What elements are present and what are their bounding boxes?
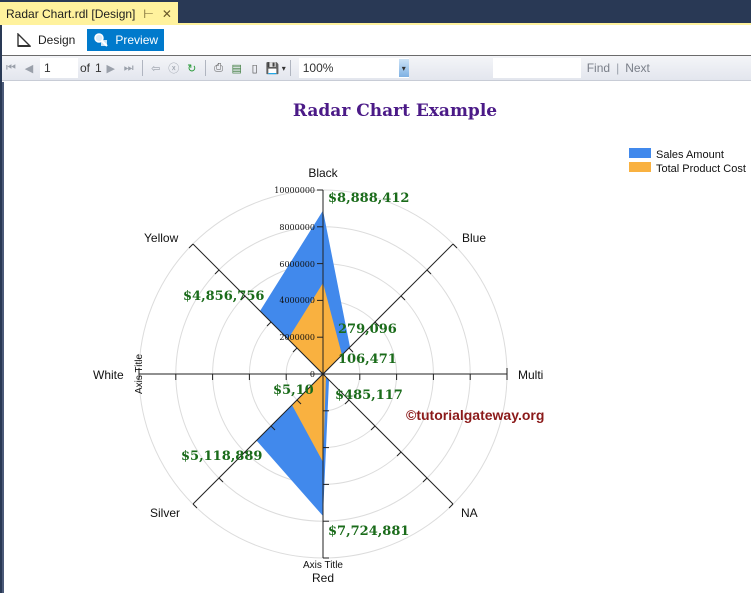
page-setup-icon[interactable]: ▯ — [251, 62, 258, 75]
find-button[interactable]: Find — [586, 61, 611, 75]
next-button[interactable]: Next — [625, 61, 650, 75]
document-tab[interactable]: Radar Chart.rdl [Design] ⊢ ✕ — [0, 2, 178, 23]
category-red: Red — [312, 571, 334, 585]
legend-swatch-sales — [629, 148, 651, 158]
current-page-input[interactable]: 1 — [40, 58, 78, 78]
data-label: $4,856,756 — [183, 289, 264, 304]
watermark: ©tutorialgateway.org — [406, 407, 544, 423]
legend-swatch-cost — [629, 162, 651, 172]
tab-underline — [0, 23, 751, 25]
category-labels: Black Blue Multi NA Red Silver White Yel… — [93, 166, 543, 585]
data-label: $7,724,881 — [328, 524, 409, 539]
data-label: $5,118,889 — [181, 449, 262, 464]
next-page-icon[interactable]: ▶ — [106, 62, 115, 75]
data-label: $5,10 — [273, 383, 314, 398]
legend-label-cost: Total Product Cost — [656, 163, 746, 175]
refresh-icon[interactable]: ↻ — [187, 62, 197, 75]
svg-text:0: 0 — [310, 370, 315, 379]
report-toolbar: ⏮ ◀ 1 of 1 ▶ ⏭ ⇦ ⓧ ↻ ⎙ ▤ ▯ 💾 ▾ 100% ▾ Fi… — [2, 55, 751, 81]
print-icon[interactable]: ⎙ — [214, 61, 224, 74]
data-label: 279,096 — [338, 322, 397, 337]
axis-ticks — [138, 189, 508, 559]
svg-text:8000000: 8000000 — [279, 223, 315, 232]
category-blue: Blue — [462, 231, 486, 245]
svg-text:2000000: 2000000 — [279, 333, 315, 342]
svg-text:4000000: 4000000 — [279, 296, 315, 305]
pin-icon[interactable]: ⊢ — [143, 7, 154, 21]
stop-icon[interactable]: ⓧ — [168, 63, 180, 75]
previous-page-icon[interactable]: ◀ — [24, 62, 34, 75]
data-label: $485,117 — [335, 388, 403, 403]
export-save-icon[interactable]: 💾 — [265, 62, 280, 75]
back-icon[interactable]: ⇦ — [151, 62, 161, 75]
first-page-icon[interactable]: ⏮ — [6, 61, 16, 74]
mode-bar: Design Preview — [2, 25, 751, 54]
category-na: NA — [461, 506, 478, 520]
find-input[interactable] — [492, 58, 581, 78]
close-icon[interactable]: ✕ — [161, 7, 172, 21]
last-page-icon[interactable]: ⏭ — [123, 61, 134, 74]
radar-axes — [139, 190, 507, 558]
chart-title: Radar Chart Example — [293, 101, 497, 121]
svg-text:10000000: 10000000 — [274, 186, 315, 195]
design-ruler-icon — [16, 32, 32, 48]
toolbar-separator — [141, 60, 143, 76]
design-button-label: Design — [38, 32, 76, 47]
axis-title-bottom: Axis Title — [303, 560, 343, 571]
toolbar-separator — [289, 60, 291, 76]
export-dropdown-icon[interactable]: ▾ — [281, 63, 286, 73]
design-button[interactable]: Design — [10, 29, 81, 51]
data-labels: $8,888,412 279,096 106,471 $485,117 $7,7… — [181, 191, 409, 539]
report-canvas: Radar Chart Example Sales Amount Total P… — [2, 82, 751, 593]
page-total: 1 — [95, 61, 102, 75]
data-label: $8,888,412 — [328, 191, 409, 206]
svg-text:6000000: 6000000 — [279, 260, 315, 269]
document-tab-title: Radar Chart.rdl [Design] — [6, 7, 136, 21]
category-white: White — [93, 368, 124, 382]
data-label: 106,471 — [338, 352, 397, 367]
category-silver: Silver — [150, 506, 180, 520]
radar-chart: Radar Chart Example Sales Amount Total P… — [93, 101, 746, 585]
series-total-product-cost — [288, 283, 342, 462]
category-black: Black — [308, 166, 338, 180]
preview-button-label: Preview — [115, 32, 159, 47]
report-designer-window: Design Preview ⏮ ◀ 1 of 1 ▶ ⏭ ⇦ ⓧ ↻ ⎙ ▤ … — [2, 25, 751, 593]
find-separator: | — [616, 61, 620, 75]
radial-tick-labels: 0 2000000 4000000 6000000 8000000 100000… — [274, 186, 315, 379]
print-layout-icon[interactable]: ▤ — [231, 62, 242, 75]
preview-magnifier-icon — [93, 32, 109, 48]
category-multi: Multi — [518, 368, 543, 382]
toolbar-separator — [204, 60, 206, 76]
legend-label-sales: Sales Amount — [656, 149, 724, 161]
zoom-select[interactable]: 100% ▾ — [298, 58, 409, 78]
zoom-value: 100% — [302, 61, 334, 75]
legend: Sales Amount Total Product Cost — [629, 148, 746, 175]
axis-title-left: Axis Title — [134, 354, 145, 394]
page-of-label: of — [80, 61, 91, 75]
series-sales-amount — [256, 210, 350, 516]
preview-button[interactable]: Preview — [87, 28, 165, 51]
document-tab-bar: Radar Chart.rdl [Design] ⊢ ✕ — [0, 0, 751, 23]
category-yellow: Yellow — [144, 231, 179, 245]
zoom-dropdown-icon[interactable]: ▾ — [398, 59, 409, 77]
